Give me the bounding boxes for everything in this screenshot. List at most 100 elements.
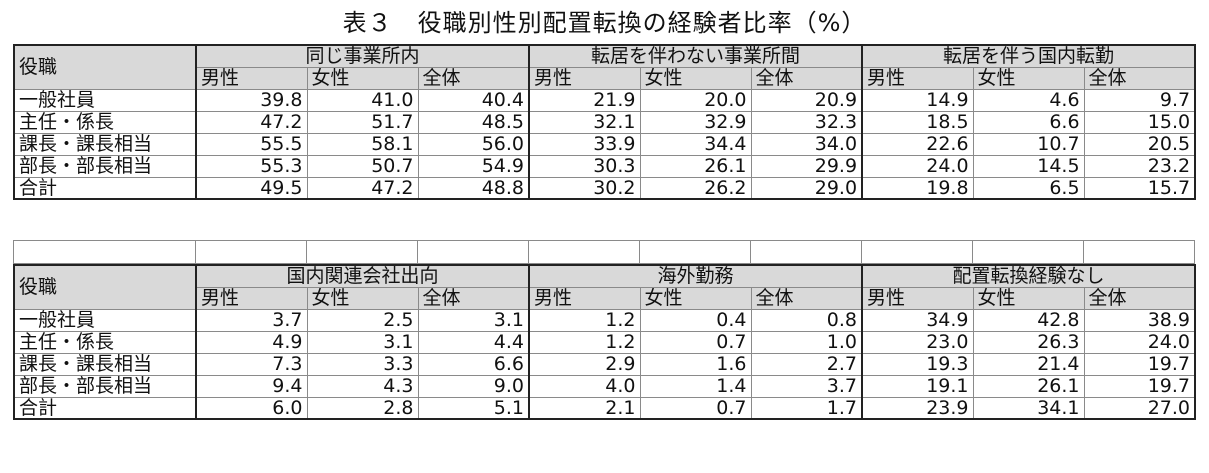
value-cell: 6.6 xyxy=(972,110,1085,134)
row-label: 課長・課長相当 xyxy=(13,352,197,376)
value-cell: 2.9 xyxy=(528,352,641,376)
table-row: 主任・係長 47.2 51.7 48.5 32.1 32.9 32.3 18.5 6.6 15.0 xyxy=(13,110,1197,134)
spacer-grid xyxy=(13,240,1195,264)
value-cell: 29.0 xyxy=(750,176,863,200)
value-cell: 26.1 xyxy=(972,374,1085,398)
value-cell: 14.5 xyxy=(972,154,1085,178)
value-cell: 39.8 xyxy=(195,88,308,112)
value-cell: 27.0 xyxy=(1083,396,1197,420)
value-cell: 1.6 xyxy=(639,352,752,376)
value-cell: 1.0 xyxy=(750,330,863,354)
value-cell: 19.8 xyxy=(861,176,974,200)
value-cell: 1.2 xyxy=(528,308,641,332)
row-label: 部長・部長相当 xyxy=(13,154,197,178)
value-cell: 24.0 xyxy=(861,154,974,178)
value-cell: 42.8 xyxy=(972,308,1085,332)
value-cell: 3.7 xyxy=(195,308,308,332)
value-cell: 7.3 xyxy=(195,352,308,376)
value-cell: 9.0 xyxy=(417,374,530,398)
table-1: 役職 同じ事業所内 転居を伴わない事業所間 転居を伴う国内転勤 男性 女性 全体 男性 女性 全体… xyxy=(13,44,1197,200)
value-cell: 48.8 xyxy=(417,176,530,200)
table-2: 役職 国内関連会社出向 海外勤務 配置転換経験なし 男性 女性 全体 男性 女性 全体 男性 女性 全体… xyxy=(13,264,1197,420)
sub-header: 女性 xyxy=(639,66,752,90)
group-header: 国内関連会社出向 xyxy=(194,264,530,288)
value-cell: 3.3 xyxy=(306,352,419,376)
value-cell: 30.3 xyxy=(528,154,641,178)
value-cell: 41.0 xyxy=(306,88,419,112)
value-cell: 10.7 xyxy=(972,132,1085,156)
sub-header: 全体 xyxy=(750,66,863,90)
sub-header: 男性 xyxy=(528,286,641,310)
sub-header: 男性 xyxy=(861,66,974,90)
value-cell: 34.4 xyxy=(639,132,752,156)
sub-header-row: 男性 女性 全体 男性 女性 全体 男性 女性 全体 xyxy=(14,66,1197,90)
value-cell: 32.1 xyxy=(528,110,641,134)
sub-header: 全体 xyxy=(750,286,863,310)
group-header: 転居を伴わない事業所間 xyxy=(528,44,863,68)
row-label: 主任・係長 xyxy=(13,110,197,134)
sub-header: 女性 xyxy=(306,286,419,310)
value-cell: 20.0 xyxy=(639,88,752,112)
sub-header: 全体 xyxy=(417,66,530,90)
value-cell: 5.1 xyxy=(417,396,530,420)
group-header: 海外勤務 xyxy=(528,264,863,288)
value-cell: 58.1 xyxy=(306,132,419,156)
value-cell: 29.9 xyxy=(750,154,863,178)
value-cell: 20.5 xyxy=(1083,132,1197,156)
value-cell: 9.7 xyxy=(1083,88,1197,112)
table-row: 課長・課長相当 55.5 58.1 56.0 33.9 34.4 34.0 22.6 10.7 2… xyxy=(13,132,1197,156)
value-cell: 15.7 xyxy=(1083,176,1197,200)
value-cell: 48.5 xyxy=(417,110,530,134)
row-label: 課長・課長相当 xyxy=(13,132,197,156)
corner-header: 役職 xyxy=(13,44,197,90)
sub-header: 全体 xyxy=(417,286,530,310)
value-cell: 32.9 xyxy=(639,110,752,134)
value-cell: 0.7 xyxy=(639,330,752,354)
value-cell: 49.5 xyxy=(195,176,308,200)
value-cell: 4.0 xyxy=(528,374,641,398)
table-row: 一般社員 3.7 2.5 3.1 1.2 0.4 0.8 34.9 42.8 38.9 xyxy=(13,308,1197,332)
value-cell: 40.4 xyxy=(417,88,530,112)
value-cell: 4.9 xyxy=(195,330,308,354)
group-header-row: 役職 国内関連会社出向 海外勤務 配置転換経験なし xyxy=(13,264,1197,310)
value-cell: 33.9 xyxy=(528,132,641,156)
sub-header: 男性 xyxy=(195,286,308,310)
value-cell: 3.7 xyxy=(750,374,863,398)
row-label: 一般社員 xyxy=(13,308,197,332)
value-cell: 23.0 xyxy=(861,330,974,354)
total-row: 合計 49.5 47.2 48.8 30.2 26.2 29.0 19.8 6.5 15.7 xyxy=(13,176,1197,200)
value-cell: 0.8 xyxy=(750,308,863,332)
sub-header: 男性 xyxy=(195,66,308,90)
value-cell: 26.3 xyxy=(972,330,1085,354)
value-cell: 20.9 xyxy=(750,88,863,112)
table-row: 一般社員 39.8 41.0 40.4 21.9 20.0 20.9 14.9 4.6 9.7 xyxy=(13,88,1197,112)
group-header: 同じ事業所内 xyxy=(194,44,530,68)
value-cell: 34.1 xyxy=(972,396,1085,420)
value-cell: 47.2 xyxy=(195,110,308,134)
value-cell: 2.5 xyxy=(306,308,419,332)
value-cell: 15.0 xyxy=(1083,110,1197,134)
value-cell: 6.6 xyxy=(417,352,530,376)
value-cell: 21.9 xyxy=(528,88,641,112)
value-cell: 19.1 xyxy=(861,374,974,398)
spacer-row xyxy=(13,240,1195,264)
table-row: 部長・部長相当 9.4 4.3 9.0 4.0 1.4 3.7 19.1 26.1 19.7 xyxy=(13,374,1197,398)
value-cell: 1.2 xyxy=(528,330,641,354)
value-cell: 3.1 xyxy=(306,330,419,354)
sub-header: 女性 xyxy=(972,66,1085,90)
table-title: 表３ 役職別性別配置転換の経験者比率（%） xyxy=(342,9,867,37)
table-row: 部長・部長相当 55.3 50.7 54.9 30.3 26.1 29.9 24.0 14.5 2… xyxy=(13,154,1197,178)
sub-header: 全体 xyxy=(1083,286,1197,310)
value-cell: 4.3 xyxy=(306,374,419,398)
value-cell: 2.1 xyxy=(528,396,641,420)
row-label: 一般社員 xyxy=(13,88,197,112)
value-cell: 21.4 xyxy=(972,352,1085,376)
value-cell: 26.1 xyxy=(639,154,752,178)
sub-header-row: 男性 女性 全体 男性 女性 全体 男性 女性 全体 xyxy=(14,286,1197,310)
group-header-row: 役職 同じ事業所内 転居を伴わない事業所間 転居を伴う国内転勤 xyxy=(13,44,1197,90)
row-label: 主任・係長 xyxy=(13,330,197,354)
value-cell: 32.3 xyxy=(750,110,863,134)
sub-header: 全体 xyxy=(1083,66,1197,90)
value-cell: 50.7 xyxy=(306,154,419,178)
